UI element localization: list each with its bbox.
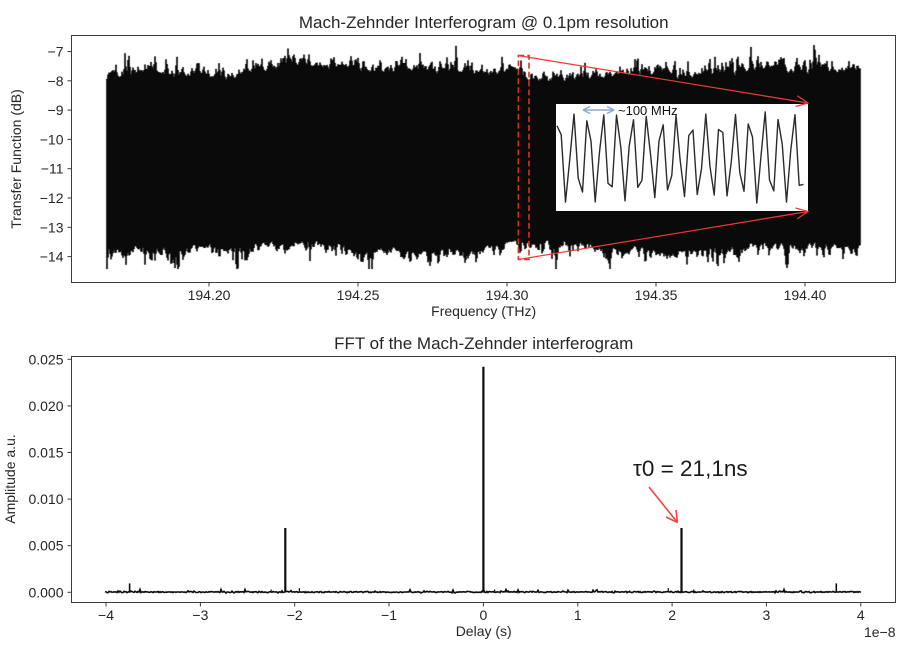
svg-text:−4: −4 — [98, 607, 114, 623]
svg-text:0.025: 0.025 — [28, 351, 63, 367]
svg-text:0: 0 — [480, 607, 488, 623]
svg-text:Amplitude a.u.: Amplitude a.u. — [2, 434, 18, 524]
svg-text:194.35: 194.35 — [635, 287, 678, 303]
svg-text:−11: −11 — [41, 161, 64, 177]
svg-text:−12: −12 — [40, 190, 64, 206]
svg-text:−7: −7 — [48, 44, 64, 60]
svg-text:Transfer Function (dB): Transfer Function (dB) — [8, 89, 24, 229]
svg-text:−3: −3 — [192, 607, 208, 623]
svg-text:Frequency (THz): Frequency (THz) — [431, 303, 536, 319]
svg-text:194.25: 194.25 — [337, 287, 380, 303]
svg-text:0.005: 0.005 — [28, 538, 63, 554]
svg-text:3: 3 — [763, 607, 771, 623]
svg-text:0.015: 0.015 — [28, 445, 63, 461]
svg-text:−8: −8 — [48, 73, 64, 89]
svg-text:Mach-Zehnder Interferogram @ 0: Mach-Zehnder Interferogram @ 0.1pm resol… — [299, 13, 669, 32]
svg-text:−10: −10 — [40, 131, 64, 147]
svg-text:4: 4 — [857, 607, 865, 623]
svg-text:1: 1 — [574, 607, 582, 623]
svg-text:−9: −9 — [48, 102, 64, 118]
svg-text:0.010: 0.010 — [28, 491, 63, 507]
svg-text:194.40: 194.40 — [784, 287, 827, 303]
svg-text:0.000: 0.000 — [28, 584, 63, 600]
svg-text:1e−8: 1e−8 — [864, 624, 896, 640]
svg-text:FFT of the Mach-Zehnder interf: FFT of the Mach-Zehnder interferogram — [334, 334, 633, 353]
svg-text:Delay (s): Delay (s) — [456, 623, 512, 639]
svg-text:194.20: 194.20 — [188, 287, 231, 303]
svg-text:194.30: 194.30 — [486, 287, 529, 303]
svg-text:−13: −13 — [40, 219, 64, 235]
svg-text:0.020: 0.020 — [28, 398, 63, 414]
svg-text:~100 MHz: ~100 MHz — [618, 103, 678, 118]
svg-text:τ0 = 21,1ns: τ0 = 21,1ns — [633, 456, 748, 481]
svg-text:2: 2 — [668, 607, 676, 623]
svg-text:−14: −14 — [40, 249, 64, 265]
svg-text:−1: −1 — [381, 607, 397, 623]
svg-text:−2: −2 — [287, 607, 303, 623]
